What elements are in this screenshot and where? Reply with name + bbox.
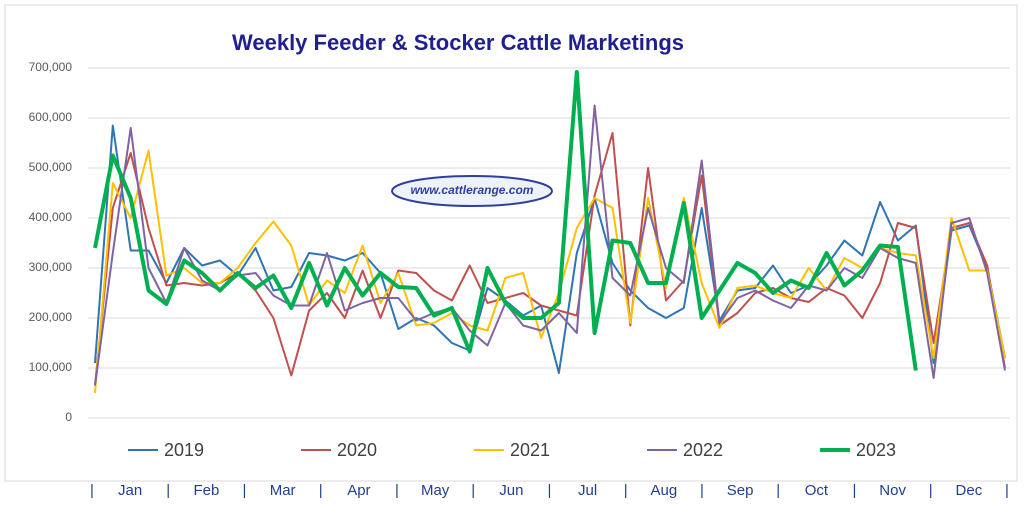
- x-axis-label: May: [421, 482, 450, 499]
- watermark: www.cattlerange.com: [411, 183, 534, 197]
- x-axis-label: Jul: [578, 482, 597, 499]
- x-axis-label: Sep: [727, 482, 754, 499]
- series-line: [93, 70, 918, 371]
- x-axis-label: Dec: [956, 482, 983, 499]
- series-line: [94, 104, 1006, 386]
- series-line: [94, 124, 1006, 374]
- x-axis-label: Mar: [270, 482, 296, 499]
- x-axis-label: |: [90, 482, 94, 499]
- y-tick-label: 200,000: [29, 310, 73, 324]
- x-axis-label: |: [548, 482, 552, 499]
- x-axis-label: Aug: [651, 482, 678, 499]
- y-tick-label: 700,000: [29, 60, 73, 74]
- x-axis-label: |: [776, 482, 780, 499]
- watermark-oval: [391, 175, 553, 207]
- x-axis-label: Nov: [879, 482, 906, 499]
- series-line: [94, 149, 1006, 394]
- legend-label: 2023: [856, 440, 896, 460]
- legend-label: 2019: [164, 440, 204, 460]
- x-axis-label: |: [624, 482, 628, 499]
- y-tick-label: 100,000: [29, 360, 73, 374]
- legend-label: 2020: [337, 440, 377, 460]
- y-tick-label: 300,000: [29, 260, 73, 274]
- x-axis-label: Apr: [347, 482, 370, 499]
- y-tick-label: 400,000: [29, 210, 73, 224]
- x-axis-label: |: [700, 482, 704, 499]
- chart-title: Weekly Feeder & Stocker Cattle Marketing…: [232, 30, 684, 55]
- x-axis-label: |: [243, 482, 247, 499]
- y-tick-label: 500,000: [29, 160, 73, 174]
- x-axis-label: |: [471, 482, 475, 499]
- legend-label: 2022: [683, 440, 723, 460]
- x-axis-label: Feb: [193, 482, 219, 499]
- legend-label: 2021: [510, 440, 550, 460]
- chart-frame: [4, 4, 1018, 482]
- x-axis-label: |: [319, 482, 323, 499]
- x-axis-label: |: [929, 482, 933, 499]
- y-tick-label: 0: [65, 410, 72, 424]
- y-tick-label: 600,000: [29, 110, 73, 124]
- x-axis-label: |: [166, 482, 170, 499]
- x-axis-label: Jan: [118, 482, 142, 499]
- x-axis-label: |: [1005, 482, 1009, 499]
- x-axis-label: |: [395, 482, 399, 499]
- x-axis-label: |: [853, 482, 857, 499]
- x-axis-label: Oct: [805, 482, 829, 499]
- x-axis-label: Jun: [499, 482, 523, 499]
